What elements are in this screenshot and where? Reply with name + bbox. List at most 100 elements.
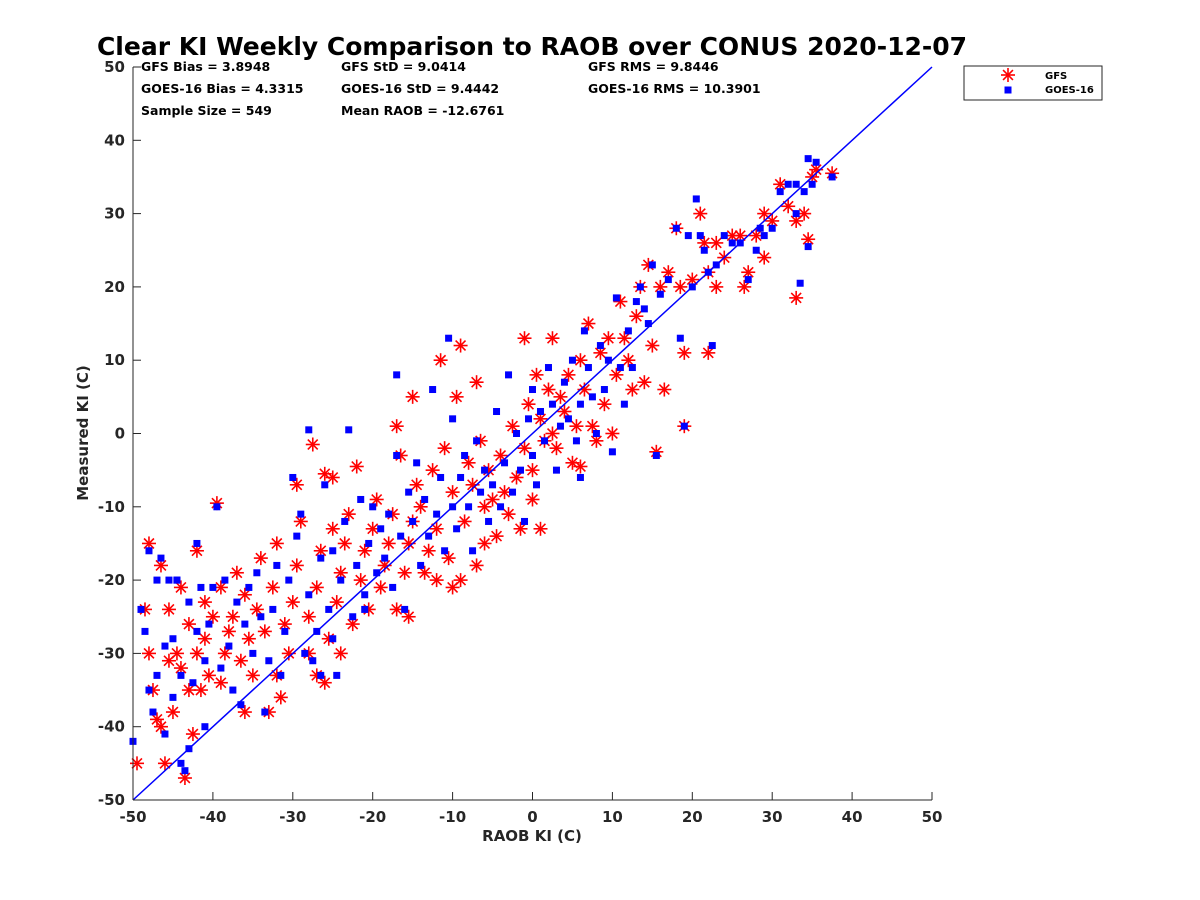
gfs-point: [373, 580, 388, 595]
goes16-point: [161, 642, 169, 650]
gfs-point: [357, 543, 372, 558]
gfs-point: [329, 595, 344, 610]
gfs-point: [181, 683, 196, 698]
gfs-point: [325, 521, 340, 536]
goes16-point: [572, 437, 580, 445]
reference-line: [132, 66, 933, 801]
legend: GFS GOES-16: [963, 65, 1103, 101]
goes16-point: [481, 466, 489, 474]
goes16-point: [157, 554, 165, 562]
goes16-point: [756, 224, 764, 232]
gfs-point: [129, 756, 144, 771]
gfs-point: [433, 353, 448, 368]
goes16-point: [401, 605, 409, 613]
goes16-point: [676, 334, 684, 342]
x-axis-ticks: -50 -40 -30 -20 -10 0 10 20 30 40 50: [119, 792, 942, 826]
gfs-point: [253, 551, 268, 566]
gfs-point: [461, 455, 476, 470]
goes16-point: [708, 342, 716, 350]
gfs-point: [189, 543, 204, 558]
stat-goes-std: GOES-16 StD = 9.4442: [341, 81, 499, 96]
goes16-point: [373, 569, 381, 577]
goes16-point: [329, 635, 337, 643]
gfs-point: [585, 419, 600, 434]
goes16-point: [237, 701, 245, 709]
y-tick-label: 50: [104, 58, 125, 76]
goes16-point: [588, 393, 596, 401]
goes16-point: [249, 649, 257, 657]
goes16-point: [644, 320, 652, 328]
goes16-point: [792, 210, 800, 218]
goes16-point: [245, 583, 253, 591]
goes16-point: [305, 426, 313, 434]
goes16-point: [680, 422, 688, 430]
gfs-point: [201, 668, 216, 683]
gfs-point: [541, 382, 556, 397]
goes16-point: [317, 554, 325, 562]
gfs-point: [229, 565, 244, 580]
goes16-point: [828, 173, 836, 181]
goes16-point: [361, 605, 369, 613]
goes16-point: [796, 279, 804, 287]
goes16-point: [177, 671, 185, 679]
goes16-point: [317, 671, 325, 679]
goes16-point: [776, 188, 784, 196]
goes16-point: [469, 547, 477, 555]
gfs-point: [449, 389, 464, 404]
goes16-point: [540, 437, 548, 445]
goes16-point: [624, 327, 632, 335]
goes16-point: [153, 576, 161, 584]
gfs-point: [401, 609, 416, 624]
x-tick-label: -10: [439, 808, 466, 826]
gfs-point: [193, 683, 208, 698]
stat-gfs-std: GFS StD = 9.0414: [341, 59, 466, 74]
y-tick-label: 0: [115, 425, 125, 443]
goes16-point: [209, 583, 217, 591]
goes16-point: [293, 532, 301, 540]
goes16-point: [489, 481, 497, 489]
gfs-point: [605, 426, 620, 441]
gfs-point: [789, 290, 804, 305]
goes16-point: [173, 576, 181, 584]
goes16-point: [461, 451, 469, 459]
gfs-point: [333, 646, 348, 661]
x-tick-label: 10: [602, 808, 623, 826]
goes16-point: [165, 576, 173, 584]
goes16-point: [800, 188, 808, 196]
stat-goes-bias: GOES-16 Bias = 4.3315: [141, 81, 303, 96]
stat-sample-size: Sample Size = 549: [141, 103, 272, 118]
goes16-point: [169, 693, 177, 701]
goes16-point: [808, 180, 816, 188]
goes16-point: [812, 158, 820, 166]
gfs-point: [501, 507, 516, 522]
legend-goes-label: GOES-16: [1045, 85, 1094, 96]
goes16-point: [153, 671, 161, 679]
goes16-point: [445, 334, 453, 342]
goes16-point: [233, 598, 241, 606]
chart-title: Clear KI Weekly Comparison to RAOB over …: [97, 32, 967, 61]
x-tick-label: 40: [842, 808, 863, 826]
goes16-point: [377, 525, 385, 533]
gfs-point: [197, 595, 212, 610]
legend-gfs-marker: [1001, 68, 1015, 82]
gfs-point: [709, 279, 724, 294]
goes16-point: [596, 342, 604, 350]
y-tick-label: 40: [104, 131, 125, 149]
goes16-point: [325, 605, 333, 613]
gfs-point: [309, 580, 324, 595]
gfs-point: [517, 331, 532, 346]
goes16-point: [728, 239, 736, 247]
goes16-point: [357, 495, 365, 503]
gfs-point: [477, 536, 492, 551]
goes16-point: [189, 679, 197, 687]
stats-annotations: GFS Bias = 3.8948 GOES-16 Bias = 4.3315 …: [141, 59, 761, 118]
goes16-point: [620, 400, 628, 408]
stat-gfs-rms: GFS RMS = 9.8446: [588, 59, 719, 74]
gfs-point: [425, 463, 440, 478]
gfs-point: [581, 316, 596, 331]
goes16-point: [517, 466, 525, 474]
gfs-point: [545, 426, 560, 441]
goes16-point: [576, 473, 584, 481]
gfs-point: [573, 459, 588, 474]
goes16-point: [656, 290, 664, 298]
